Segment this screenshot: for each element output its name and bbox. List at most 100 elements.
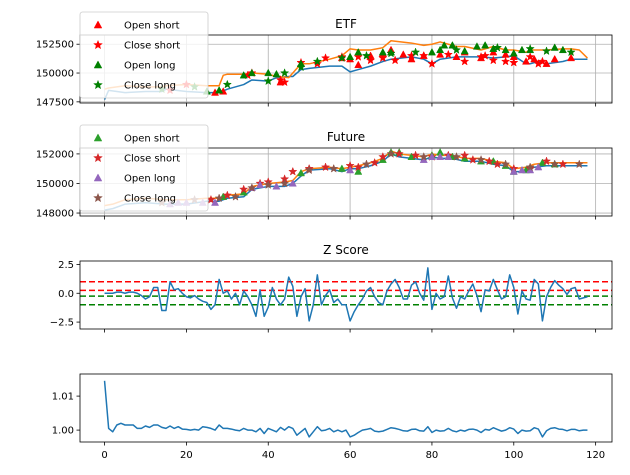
ratio-xtick-label: 100 bbox=[504, 450, 523, 461]
ratio-xtick-label: 120 bbox=[586, 450, 605, 461]
etf-legend-marker-triangle bbox=[93, 60, 103, 69]
etf-marker-star bbox=[525, 43, 535, 53]
etf-marker-star bbox=[488, 55, 499, 65]
etf-marker-star bbox=[279, 77, 290, 87]
future-marker-star bbox=[574, 159, 584, 169]
future-marker-star bbox=[230, 191, 241, 201]
future-marker-star bbox=[279, 178, 290, 188]
etf-marker-star bbox=[500, 56, 511, 66]
future-marker-star bbox=[329, 163, 339, 173]
future-marker-star bbox=[386, 148, 396, 158]
future-marker-star bbox=[419, 151, 429, 161]
etf-legend-marker-star bbox=[93, 39, 103, 50]
etf-marker-triangle bbox=[272, 69, 281, 78]
future-marker-triangle bbox=[427, 152, 436, 160]
etf-marker-triangle bbox=[501, 45, 510, 54]
etf-marker-star bbox=[390, 55, 400, 65]
etf-ytick-label: 150000 bbox=[36, 69, 74, 80]
future-marker-star bbox=[222, 190, 233, 200]
ratio-xtick-label: 0 bbox=[101, 450, 107, 461]
future-marker-triangle bbox=[272, 182, 281, 190]
etf-marker-star bbox=[353, 51, 363, 61]
etf-marker-star bbox=[296, 62, 306, 72]
etf-marker-star bbox=[361, 50, 372, 60]
etf-marker-triangle bbox=[472, 42, 481, 50]
ratio-xtick-label: 60 bbox=[344, 450, 357, 461]
etf-marker-star bbox=[480, 50, 490, 60]
etf-marker-triangle bbox=[354, 47, 363, 56]
future-marker-star bbox=[263, 180, 273, 189]
future-ytick-label: 152000 bbox=[36, 149, 74, 160]
etf-marker-triangle bbox=[448, 41, 457, 49]
future-ytick-label: 150000 bbox=[36, 179, 74, 190]
etf-marker-triangle bbox=[517, 45, 526, 54]
etf-legend-box bbox=[79, 11, 209, 99]
etf-legend-label: Open long bbox=[124, 61, 175, 72]
etf-marker-star bbox=[537, 56, 548, 66]
etf-marker-triangle bbox=[440, 41, 449, 49]
future-marker-star bbox=[247, 182, 257, 192]
future-marker-star bbox=[239, 184, 249, 194]
etf-legend-marker-triangle bbox=[93, 20, 103, 29]
future-legend-label: Open long bbox=[124, 174, 175, 185]
etf-marker-triangle bbox=[239, 71, 248, 79]
future-marker-triangle bbox=[256, 180, 265, 189]
future-marker-star bbox=[476, 154, 486, 164]
etf-marker-star bbox=[459, 56, 470, 66]
etf-legend-label: Close long bbox=[124, 81, 176, 92]
etf-marker-star bbox=[279, 68, 290, 78]
etf-marker-triangle bbox=[481, 41, 490, 49]
ratio-frame bbox=[79, 373, 613, 443]
future-marker-triangle bbox=[444, 152, 453, 160]
ratio-data bbox=[103, 380, 588, 438]
future-legend-box bbox=[79, 124, 209, 212]
etf-marker-triangle bbox=[509, 49, 518, 57]
future-marker-star bbox=[558, 159, 568, 169]
etf-marker-star bbox=[427, 58, 437, 68]
etf-marker-triangle bbox=[436, 45, 445, 54]
future-marker-triangle bbox=[509, 167, 518, 175]
future-marker-star bbox=[525, 162, 535, 172]
etf-marker-star bbox=[312, 56, 323, 66]
ratio-xtick-label: 40 bbox=[262, 450, 275, 461]
future-legend-label: Open short bbox=[124, 134, 180, 145]
ratio-series-line-0 bbox=[103, 380, 588, 438]
etf-marker-triangle bbox=[567, 53, 576, 62]
ratio-ytick-label: 1.01 bbox=[52, 392, 74, 403]
etf-marker-triangle bbox=[558, 45, 567, 54]
etf-marker-star bbox=[275, 75, 286, 84]
etf-marker-star bbox=[525, 51, 535, 61]
etf-marker-triangle bbox=[460, 46, 469, 55]
etf-marker-triangle bbox=[452, 52, 461, 60]
future-legend-marker-triangle bbox=[93, 173, 103, 182]
zscore-data bbox=[104, 267, 588, 322]
future-marker-star bbox=[468, 154, 478, 164]
future-marker-star bbox=[214, 193, 224, 203]
future-marker-triangle bbox=[346, 165, 355, 174]
zscore-ytick-label: −2.5 bbox=[50, 318, 74, 329]
future-marker-star bbox=[378, 151, 388, 161]
etf-marker-star bbox=[222, 79, 233, 89]
future-marker-star bbox=[410, 150, 421, 160]
etf-marker-star bbox=[492, 42, 503, 52]
etf-marker-star bbox=[365, 55, 376, 65]
future-ytick-label: 148000 bbox=[36, 209, 74, 220]
etf-marker-triangle bbox=[264, 68, 273, 77]
future-marker-star bbox=[541, 156, 552, 166]
etf-legend-marker-star bbox=[93, 79, 103, 90]
future-legend-label: Close long bbox=[124, 194, 176, 205]
zscore-ytick-label: 2.5 bbox=[58, 260, 74, 271]
ratio-xtick-label: 80 bbox=[426, 450, 439, 461]
zscore-axes: −2.5 0.0 2.5 bbox=[50, 260, 613, 333]
etf-marker-star bbox=[566, 47, 576, 57]
future-marker-triangle bbox=[517, 165, 526, 174]
future-marker-star bbox=[451, 151, 462, 161]
future-marker-triangle bbox=[288, 179, 297, 187]
etf-marker-star bbox=[386, 48, 396, 58]
etf-legend-label: Close short bbox=[124, 41, 180, 52]
ratio-xtick-label: 20 bbox=[180, 450, 193, 461]
ratio-ytick-label: 1.00 bbox=[52, 426, 74, 437]
etf-marker-triangle bbox=[436, 50, 445, 58]
etf-marker-star bbox=[541, 46, 552, 56]
